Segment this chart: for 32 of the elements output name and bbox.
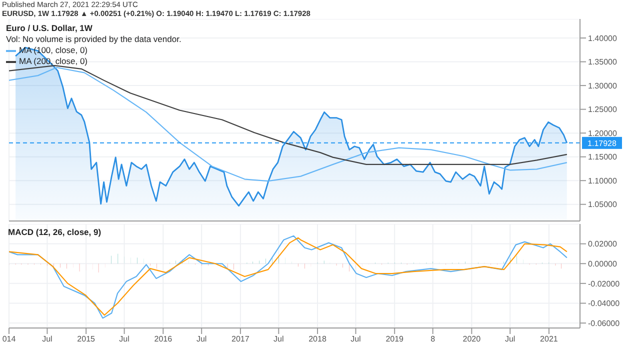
annotation: Vol: No volume is provided by the data vendor.	[6, 34, 182, 45]
x-tick-label: Jul	[42, 334, 53, 344]
y-tick-label: 0.00000	[588, 259, 618, 268]
x-tick-label: 2018	[308, 334, 327, 344]
y-tick-label: 1.10000	[588, 176, 618, 186]
x-tick-label: 2015	[77, 334, 96, 344]
ref-line-label: 1.17928	[588, 138, 618, 148]
y-tick-label: 1.40000	[588, 34, 618, 43]
x-tick-label: 8	[430, 334, 436, 344]
y-tick-label: -0.04000	[588, 299, 620, 308]
y-tick-label: -0.02000	[588, 279, 620, 288]
x-tick-label: 2017	[232, 334, 250, 344]
x-tick-label: 2019	[386, 334, 404, 344]
y-tick-label: 1.35000	[588, 58, 618, 67]
x-tick-label: 2016	[154, 334, 173, 344]
y-tick-label: 0.02000	[588, 240, 618, 249]
x-tick-label: Jul	[350, 334, 362, 344]
y-tick-label: 1.20000	[588, 128, 618, 138]
x-tick-label: Jul	[119, 334, 130, 344]
x-tick-label: 2020	[462, 334, 482, 344]
y-tick-label: -0.06000	[588, 318, 620, 328]
x-tick-label: Jul	[274, 334, 284, 344]
y-tick-label: 1.25000	[588, 105, 618, 114]
y-tick-label: 1.05000	[588, 200, 618, 210]
text: Euro / U.S. Dollar, 1W	[6, 23, 94, 34]
x-tick-label: 014	[2, 334, 16, 344]
x-tick-label: 2021	[540, 334, 558, 344]
chart-title: MACD (12, 26, close, 9)	[8, 227, 102, 238]
y-tick-label: 1.30000	[588, 81, 618, 90]
x-tick-label: Jul	[504, 334, 516, 344]
x-tick-label: Jul	[196, 334, 207, 344]
y-tick-label: 1.15000	[588, 152, 618, 162]
